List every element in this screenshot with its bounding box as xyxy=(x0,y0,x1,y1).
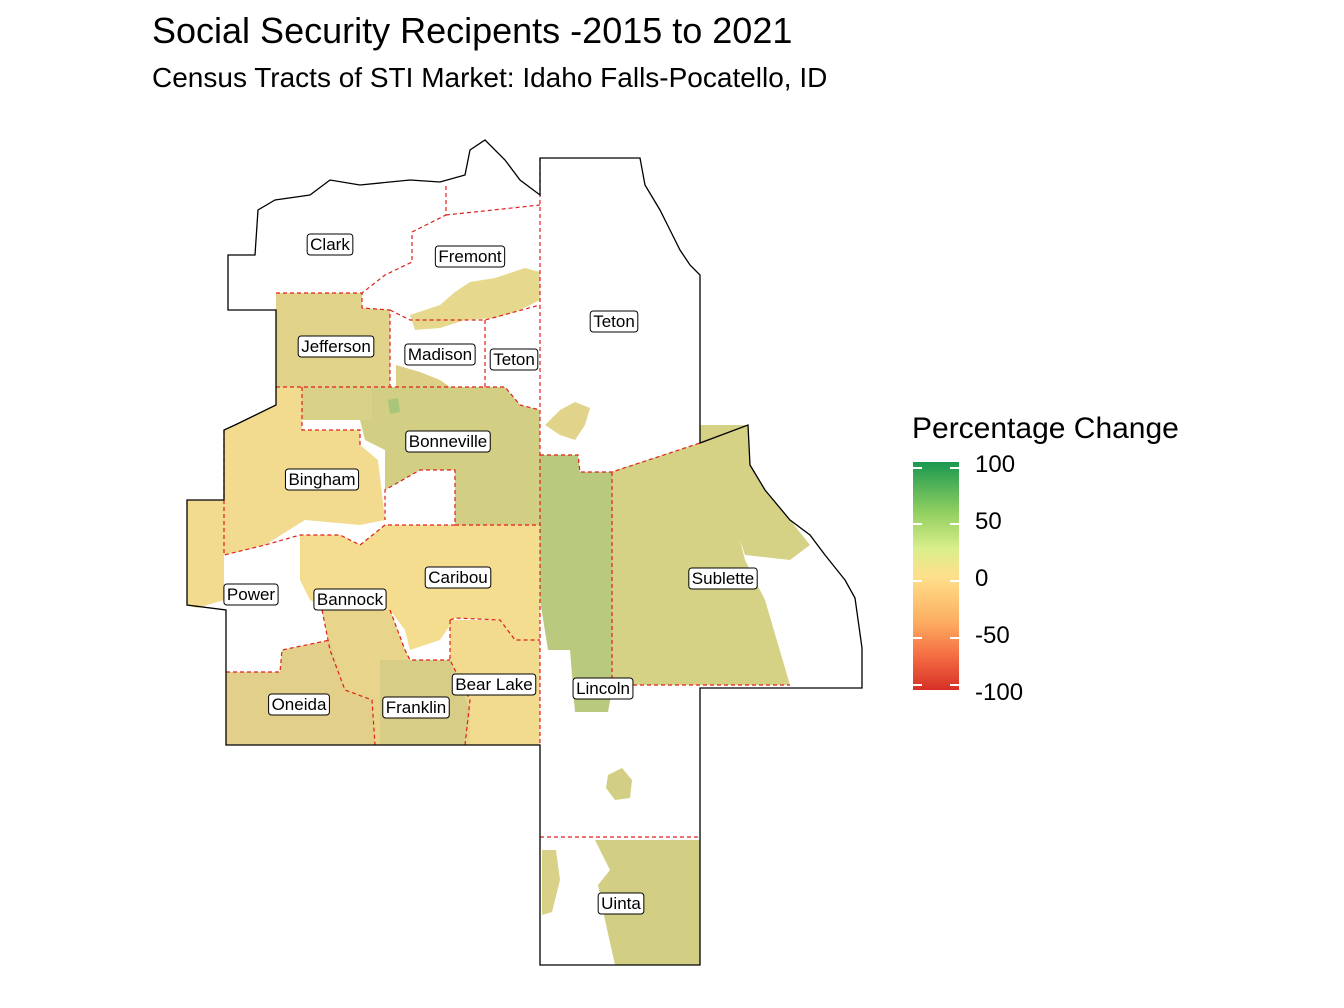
county-label-box xyxy=(489,348,539,371)
legend-colorbar xyxy=(913,462,959,690)
county-label: Teton xyxy=(589,310,639,333)
tract-madison-south xyxy=(396,365,450,387)
county-label-text: Lincoln xyxy=(576,679,630,698)
county-label-text: Bingham xyxy=(288,470,355,489)
county-label: Jefferson xyxy=(297,335,375,358)
legend-title: Percentage Change xyxy=(912,412,1179,445)
county-label-box xyxy=(451,673,537,696)
county-label: Uinta xyxy=(597,892,645,915)
legend-tick-label: -100 xyxy=(975,679,1024,706)
legend-tickmark-right xyxy=(950,467,959,469)
county-label-box xyxy=(404,343,476,366)
county-label-box xyxy=(382,696,450,719)
county-label: Teton xyxy=(489,348,539,371)
county-label: Bear Lake xyxy=(451,673,537,696)
tract-oneida xyxy=(226,640,375,745)
legend-tickmark-left xyxy=(913,467,922,469)
county-label-box xyxy=(223,583,279,606)
county-label-text: Caribou xyxy=(428,568,488,587)
legend-tickmark-right xyxy=(950,580,959,582)
legend-tickmark-left xyxy=(913,637,922,639)
tract-bonneville xyxy=(360,387,540,525)
county-label-box xyxy=(284,468,360,491)
tract-fremont-east xyxy=(410,268,540,330)
tract-bonneville-green xyxy=(388,398,400,414)
legend-tickmark-right xyxy=(950,523,959,525)
county-label-box xyxy=(589,310,639,333)
tract-sublette xyxy=(612,425,810,685)
legend-tick-label: 100 xyxy=(975,451,1016,478)
county-label-box xyxy=(405,430,491,453)
county-label: Lincoln xyxy=(572,677,634,700)
market-outline xyxy=(186,139,863,966)
tract-fills xyxy=(187,268,810,965)
legend-tickmark-right xyxy=(950,684,959,686)
county-label-text: Teton xyxy=(593,312,635,331)
county-label: Bannock xyxy=(313,588,387,611)
county-label: Oneida xyxy=(268,693,330,716)
legend-tickmark-left xyxy=(913,523,922,525)
legend-tick-label: 0 xyxy=(975,565,989,592)
county-label-text: Franklin xyxy=(386,698,446,717)
tract-lincoln-south xyxy=(606,768,632,800)
legend-tick-label: 50 xyxy=(975,508,1002,535)
county-boundaries xyxy=(223,158,790,838)
tract-teton-wy xyxy=(545,402,590,440)
county-label-box xyxy=(268,693,330,716)
county-label-box xyxy=(434,245,506,268)
county-label: Madison xyxy=(404,343,476,366)
county-label-text: Sublette xyxy=(692,569,754,588)
tract-lincoln xyxy=(540,455,612,712)
county-label-box xyxy=(313,588,387,611)
county-label: Clark xyxy=(306,233,354,256)
county-label-text: Bonneville xyxy=(409,432,487,451)
legend-tickmark-right xyxy=(950,637,959,639)
county-label-text: Uinta xyxy=(601,894,641,913)
county-label-box xyxy=(688,567,758,590)
legend-tickmark-left xyxy=(913,684,922,686)
county-label: Caribou xyxy=(424,566,492,589)
county-label: Power xyxy=(223,583,279,606)
county-label-text: Clark xyxy=(310,235,350,254)
county-label-text: Teton xyxy=(493,350,535,369)
county-label: Fremont xyxy=(434,245,506,268)
county-label: Franklin xyxy=(382,696,450,719)
county-label-text: Bannock xyxy=(317,590,384,609)
county-label: Bonneville xyxy=(405,430,491,453)
legend-tick-label: -50 xyxy=(975,622,1010,649)
map-subtitle: Census Tracts of STI Market: Idaho Falls… xyxy=(152,62,828,93)
county-label-text: Fremont xyxy=(438,247,502,266)
tract-bingham xyxy=(187,387,385,608)
county-label-text: Jefferson xyxy=(301,337,371,356)
county-label-box xyxy=(597,892,645,915)
county-label: Sublette xyxy=(688,567,758,590)
county-label-text: Oneida xyxy=(272,695,327,714)
county-label: Bingham xyxy=(284,468,360,491)
legend-tickmark-left xyxy=(913,580,922,582)
county-label-box xyxy=(424,566,492,589)
county-label-text: Power xyxy=(227,585,276,604)
tract-uinta xyxy=(595,840,700,965)
county-label-text: Madison xyxy=(408,345,472,364)
county-label-box xyxy=(306,233,354,256)
tract-uinta-west xyxy=(542,850,560,915)
county-label-box xyxy=(572,677,634,700)
county-label-box xyxy=(297,335,375,358)
county-label-text: Bear Lake xyxy=(455,675,533,694)
map-title: Social Security Recipents -2015 to 2021 xyxy=(152,10,793,51)
tract-bonneville-west xyxy=(302,387,372,420)
